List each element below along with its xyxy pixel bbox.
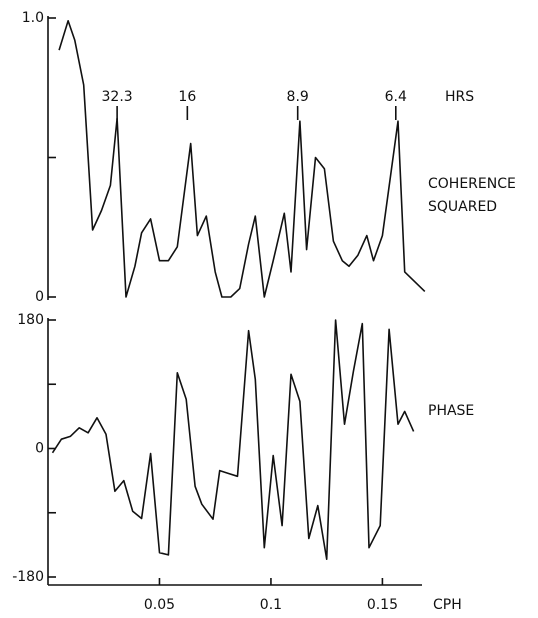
period-label: 8.9 [287,89,309,105]
y-tick-label: 1.0 [22,10,44,26]
x-label: CPH [433,597,462,613]
data-line [58,20,426,298]
x-tick-label: 0.15 [367,597,398,613]
period-label: 6.4 [385,89,407,105]
y-tick-label: -180 [12,569,44,585]
y-tick-label: 0 [35,289,44,305]
period-label: 16 [178,89,196,105]
period-unit: HRS [445,89,474,105]
y-label: SQUARED [428,199,497,215]
x-tick-label: 0.05 [144,597,175,613]
y-tick-label: 180 [17,312,44,328]
y-label: COHERENCE [428,176,516,192]
period-label: 32.3 [102,89,133,105]
data-line [51,319,415,560]
x-tick-label: 0.1 [260,597,282,613]
y-label: PHASE [428,403,474,419]
y-tick-label: 0 [35,441,44,457]
